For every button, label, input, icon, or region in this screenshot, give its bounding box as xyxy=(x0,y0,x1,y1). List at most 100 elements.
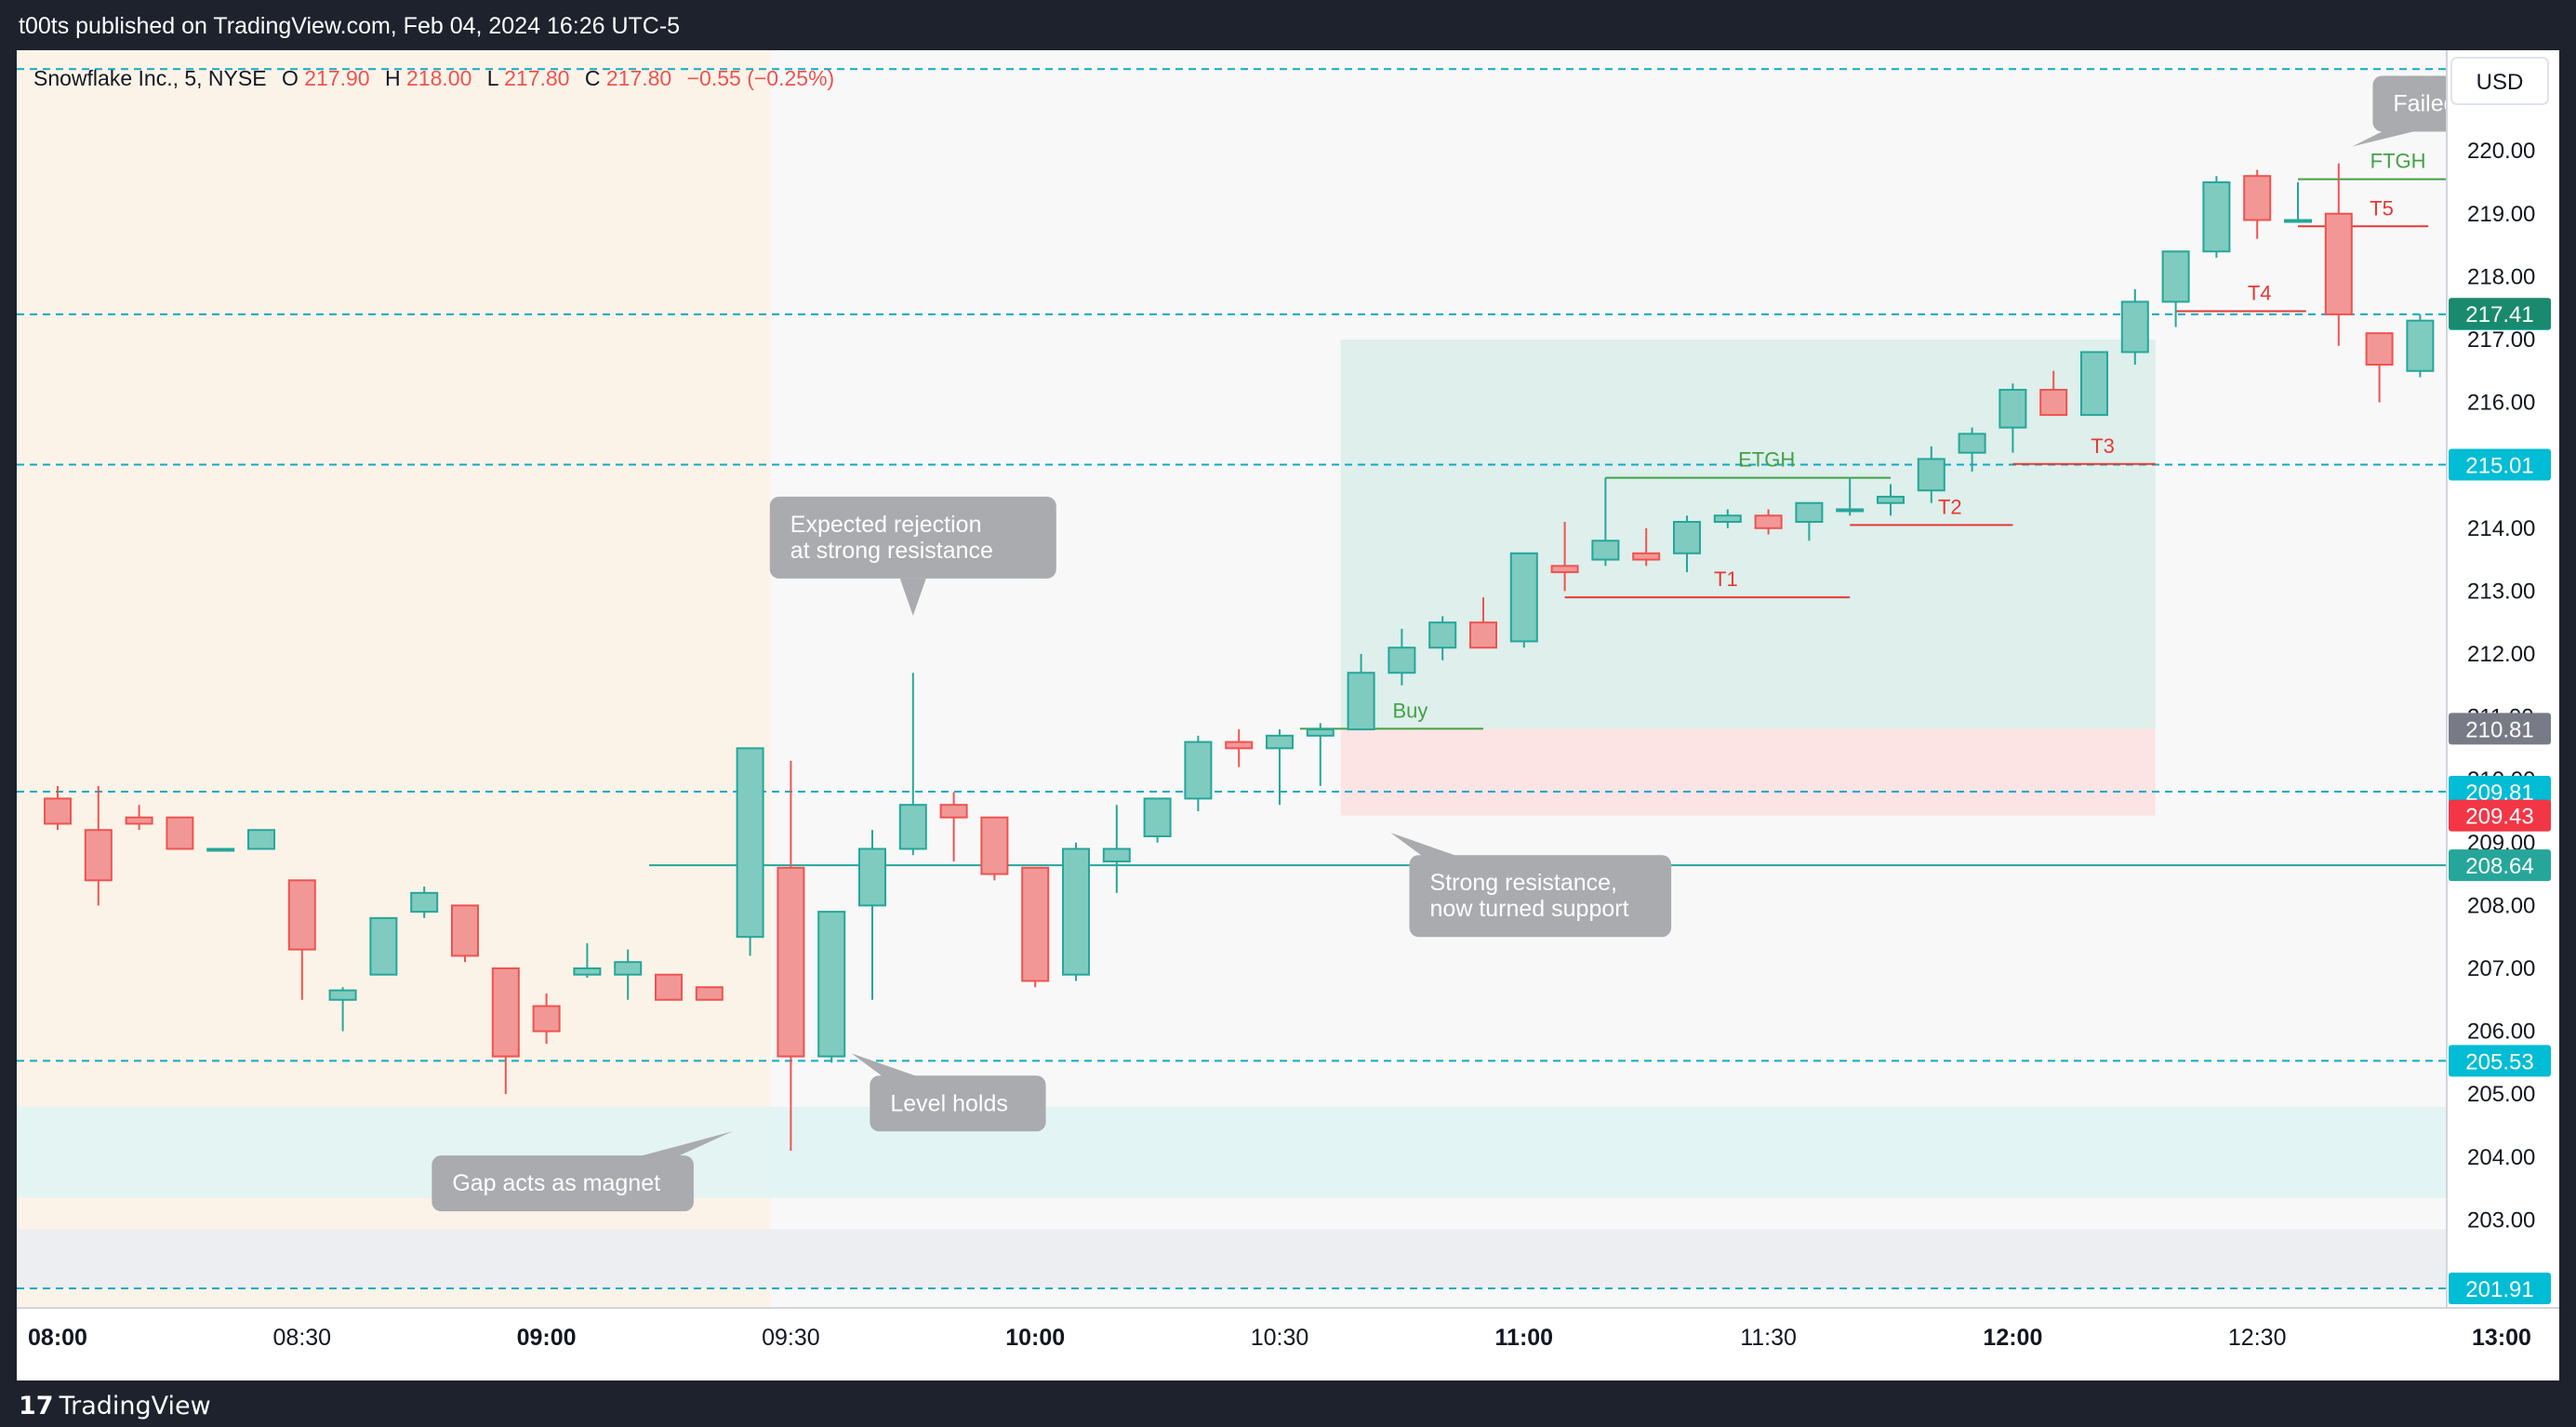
level-badge-bg xyxy=(2449,1045,2551,1077)
candle-body xyxy=(1469,621,1497,649)
legend-o-label: O xyxy=(282,66,299,90)
legend: Snowflake Inc., 5, NYSE O 217.90 H 218.0… xyxy=(33,66,834,90)
y-tick-label: 208.00 xyxy=(2467,893,2535,918)
candle xyxy=(166,816,194,850)
candle-body xyxy=(1388,647,1416,674)
trade-label-t4: T4 xyxy=(2248,282,2272,305)
candle xyxy=(695,986,724,1001)
candle-body xyxy=(1877,495,1905,504)
currency-label[interactable]: USD xyxy=(2476,70,2524,95)
candle xyxy=(1021,866,1050,988)
candle-body xyxy=(1184,740,1213,800)
candle xyxy=(573,942,602,979)
legend-l-label: L xyxy=(487,66,499,90)
x-tick-label: 12:30 xyxy=(2228,1325,2287,1351)
chart-background xyxy=(17,50,2447,1308)
candle xyxy=(736,747,764,956)
legend-symbol: Snowflake Inc., 5, NYSE xyxy=(33,66,267,90)
level-badge-bg xyxy=(2449,448,2551,481)
callout-pointer xyxy=(851,1053,926,1080)
candle-body xyxy=(1062,847,1090,976)
legend-low: 217.80 xyxy=(504,66,569,90)
candle-body xyxy=(1713,514,1742,523)
trade-label-etgh: ETGH xyxy=(1738,448,1795,472)
price-badge-text: 217.41 xyxy=(2465,302,2533,327)
candle xyxy=(2324,163,2353,346)
candle xyxy=(1266,729,1294,806)
candle xyxy=(898,673,927,856)
lower-zone xyxy=(17,1229,2447,1289)
candle-body xyxy=(532,1005,561,1033)
x-tick-label: 09:00 xyxy=(517,1325,577,1351)
legend-open: 217.90 xyxy=(304,66,369,90)
price-badge-text: 208.64 xyxy=(2465,854,2533,879)
svg-text:Snowflake Inc., 5, NYSE: Snowflake Inc., 5, NYSE O 217.90 H 218.0… xyxy=(33,66,834,90)
chart-frame: Buy T1 T2 T3 T4 T5 ETGH FTGH Failed 4-bar playE… xyxy=(17,50,2576,1380)
candle xyxy=(817,911,846,1063)
candle xyxy=(1184,735,1213,811)
candle xyxy=(980,816,1009,881)
candle xyxy=(2161,250,2190,327)
level-badge-text: 215.01 xyxy=(2465,453,2533,478)
callout-pointer xyxy=(628,1131,733,1160)
candle-body xyxy=(1836,508,1865,513)
candle-body xyxy=(655,973,683,1001)
tradingview-logo[interactable]: 17 TradingView xyxy=(19,1392,211,1420)
brand-name: TradingView xyxy=(59,1392,211,1420)
y-tick-label: 203.00 xyxy=(2467,1207,2535,1233)
candle-body xyxy=(206,847,235,852)
candle xyxy=(614,949,643,1000)
candle-body xyxy=(1306,728,1334,737)
candle xyxy=(44,785,72,831)
candle-body xyxy=(2406,319,2435,372)
candle-body xyxy=(695,986,724,1001)
trade-label-t2: T2 xyxy=(1938,495,1962,518)
candle-body xyxy=(1958,433,1986,454)
trade-label-t1: T1 xyxy=(1714,567,1738,591)
candle xyxy=(2243,169,2272,239)
candle-body xyxy=(1428,621,1457,649)
candle xyxy=(2284,181,2312,223)
candle-body xyxy=(1021,866,1050,982)
candle-body xyxy=(410,891,439,914)
x-tick-label: 12:00 xyxy=(1983,1325,2042,1351)
candle-body xyxy=(1509,552,1538,643)
candle-body xyxy=(1143,797,1172,838)
x-tick-label: 10:00 xyxy=(1005,1325,1065,1351)
candle-body xyxy=(736,747,764,939)
trade-label-ftgh: FTGH xyxy=(2370,150,2426,173)
candlestick-chart[interactable]: Buy T1 T2 T3 T4 T5 ETGH FTGH Failed 4-bar playE… xyxy=(17,50,2576,1380)
candle xyxy=(328,987,357,1032)
candle-body xyxy=(2161,250,2190,303)
candle xyxy=(2120,288,2149,365)
candle-body xyxy=(898,804,927,850)
candle-body xyxy=(491,967,520,1058)
tv-logo-icon: 17 xyxy=(19,1392,54,1420)
candle-body xyxy=(980,816,1009,875)
candle-body xyxy=(84,829,113,882)
candle-body xyxy=(2202,180,2231,253)
position-profit-zone xyxy=(1340,339,2156,729)
gap-zone xyxy=(17,1106,2447,1198)
candle xyxy=(1591,477,1620,567)
trade-label-buy: Buy xyxy=(1392,699,1427,722)
candle-body xyxy=(125,816,153,825)
currency-button[interactable]: USD xyxy=(2450,57,2549,105)
x-tick-label: 11:30 xyxy=(1740,1325,1797,1351)
candle xyxy=(1754,509,1783,535)
candle xyxy=(1306,723,1334,786)
callout-3: Level holds xyxy=(851,1053,1046,1132)
candle xyxy=(2039,370,2068,417)
candle-body xyxy=(939,804,968,819)
candle-body xyxy=(1266,734,1294,750)
level-badge-text: 201.91 xyxy=(2465,1277,2533,1302)
premarket-session-bg xyxy=(17,50,771,1308)
candle-body xyxy=(2039,389,2068,417)
legend-high: 218.00 xyxy=(406,66,471,90)
y-tick-label: 206.00 xyxy=(2467,1020,2535,1045)
trade-label-t5: T5 xyxy=(2370,196,2394,220)
candle-body xyxy=(614,961,643,976)
candle xyxy=(1388,628,1416,686)
